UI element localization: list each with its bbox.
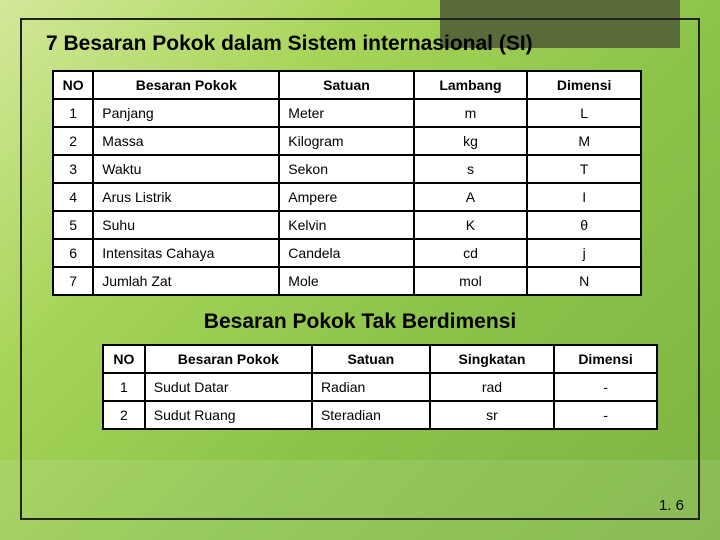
table-cell: Panjang — [93, 99, 279, 127]
content-frame: 7 Besaran Pokok dalam Sistem internasion… — [20, 18, 700, 520]
table-row: 4Arus ListrikAmpereAI — [53, 183, 641, 211]
table-cell: Kilogram — [279, 127, 413, 155]
page-title: 7 Besaran Pokok dalam Sistem internasion… — [46, 32, 674, 56]
table-header: Dimensi — [527, 71, 641, 99]
table-row: 3WaktuSekonsT — [53, 155, 641, 183]
table-header: Besaran Pokok — [93, 71, 279, 99]
table-cell: Jumlah Zat — [93, 267, 279, 295]
table-cell: Mole — [279, 267, 413, 295]
table-cell: Steradian — [312, 401, 430, 429]
table-cell: Sudut Datar — [145, 373, 312, 401]
table-header: Lambang — [414, 71, 528, 99]
table-cell: - — [554, 401, 657, 429]
table-cell: 3 — [53, 155, 93, 183]
table-cell: mol — [414, 267, 528, 295]
table-cell: rad — [430, 373, 554, 401]
table-cell: 2 — [103, 401, 145, 429]
table-cell: Waktu — [93, 155, 279, 183]
table-row: 2MassaKilogramkgM — [53, 127, 641, 155]
table-cell: cd — [414, 239, 528, 267]
table-cell: j — [527, 239, 641, 267]
table-cell: 4 — [53, 183, 93, 211]
table-header: Dimensi — [554, 345, 657, 373]
dimensionless-table: NOBesaran PokokSatuanSingkatanDimensi 1S… — [102, 344, 658, 430]
table-cell: Meter — [279, 99, 413, 127]
page-number: 1. 6 — [659, 497, 684, 514]
table-row: 2Sudut RuangSteradiansr- — [103, 401, 657, 429]
table-cell: T — [527, 155, 641, 183]
table-cell: 5 — [53, 211, 93, 239]
table-cell: Suhu — [93, 211, 279, 239]
table-cell: Sekon — [279, 155, 413, 183]
table-header: Satuan — [312, 345, 430, 373]
table-cell: Intensitas Cahaya — [93, 239, 279, 267]
table-row: 1Sudut DatarRadianrad- — [103, 373, 657, 401]
table-header: Satuan — [279, 71, 413, 99]
table-header: NO — [103, 345, 145, 373]
table-cell: s — [414, 155, 528, 183]
table-cell: Sudut Ruang — [145, 401, 312, 429]
table-cell: Candela — [279, 239, 413, 267]
table-cell: kg — [414, 127, 528, 155]
table-cell: Radian — [312, 373, 430, 401]
table-cell: L — [527, 99, 641, 127]
table-cell: m — [414, 99, 528, 127]
table-cell: N — [527, 267, 641, 295]
table-cell: 1 — [53, 99, 93, 127]
table-cell: Ampere — [279, 183, 413, 211]
table-cell: M — [527, 127, 641, 155]
table-header: Singkatan — [430, 345, 554, 373]
table-cell: - — [554, 373, 657, 401]
table-row: 5SuhuKelvinKθ — [53, 211, 641, 239]
table-header: NO — [53, 71, 93, 99]
table-row: 6Intensitas CahayaCandelacdj — [53, 239, 641, 267]
table-cell: 6 — [53, 239, 93, 267]
table-cell: 2 — [53, 127, 93, 155]
table-cell: Massa — [93, 127, 279, 155]
table-cell: 1 — [103, 373, 145, 401]
table-cell: 7 — [53, 267, 93, 295]
subtitle: Besaran Pokok Tak Berdimensi — [46, 310, 674, 334]
table-row: 1PanjangMetermL — [53, 99, 641, 127]
main-quantities-table: NOBesaran PokokSatuanLambangDimensi 1Pan… — [52, 70, 642, 296]
table-cell: K — [414, 211, 528, 239]
table-cell: A — [414, 183, 528, 211]
table-cell: I — [527, 183, 641, 211]
table-cell: θ — [527, 211, 641, 239]
table-cell: Arus Listrik — [93, 183, 279, 211]
table-cell: sr — [430, 401, 554, 429]
table-row: 7Jumlah ZatMolemolN — [53, 267, 641, 295]
table-cell: Kelvin — [279, 211, 413, 239]
table-header: Besaran Pokok — [145, 345, 312, 373]
